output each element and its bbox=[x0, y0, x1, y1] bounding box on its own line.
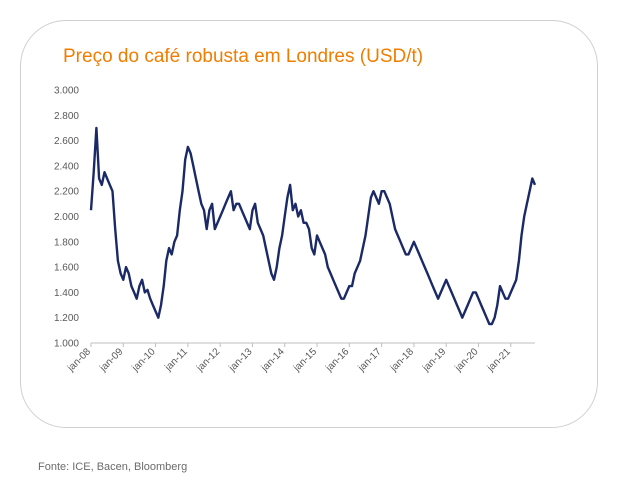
y-tick-label: 2.800 bbox=[54, 111, 79, 122]
chart-card bbox=[20, 20, 598, 428]
y-tick-label: 1.000 bbox=[54, 339, 79, 350]
y-axis: 3.000 2.800 2.600 2.400 2.200 2.000 1.800 1.600… bbox=[54, 86, 79, 350]
x-tick-label: jan-16 bbox=[323, 346, 351, 374]
x-tick-label: jan-21 bbox=[485, 346, 513, 374]
source-note: Fonte: ICE, Bacen, Bloomberg bbox=[38, 461, 188, 473]
y-tick-label: 1.600 bbox=[54, 263, 79, 274]
x-tick-label: jan-09 bbox=[97, 346, 125, 374]
x-tick-label: jan-18 bbox=[388, 346, 416, 374]
x-tick-label: jan-19 bbox=[420, 346, 448, 374]
x-tick-label: jan-14 bbox=[259, 346, 287, 374]
y-tick-label: 2.400 bbox=[54, 161, 79, 172]
y-tick-label: 1.200 bbox=[54, 313, 79, 324]
x-tick-label: jan-15 bbox=[291, 346, 319, 374]
y-tick-label: 1.800 bbox=[54, 237, 79, 248]
x-tick-label: jan-12 bbox=[194, 346, 222, 374]
y-tick-label: 2.200 bbox=[54, 187, 79, 198]
x-tick-label: jan-11 bbox=[162, 346, 190, 374]
x-tick-label: jan-10 bbox=[130, 346, 158, 374]
y-tick-label: 2.600 bbox=[54, 136, 79, 147]
chart-svg: 3.000 2.800 2.600 2.400 2.200 2.000 1.800 1.600… bbox=[54, 86, 537, 374]
x-tick-label: jan-20 bbox=[452, 346, 480, 374]
y-tick-label: 1.400 bbox=[54, 288, 79, 299]
x-tick-label: jan-08 bbox=[65, 346, 93, 374]
series-layer bbox=[89, 126, 537, 326]
y-tick-label: 3.000 bbox=[54, 86, 79, 97]
x-tick-label: jan-13 bbox=[226, 346, 254, 374]
chart-title: Preço do café robusta em Londres (USD/t) bbox=[63, 46, 424, 67]
price-series-line bbox=[89, 126, 537, 326]
x-axis: jan-08 jan-09 jan-10 jan-11 jan-12 jan-13 jan-… bbox=[65, 342, 535, 374]
x-tick-label: jan-17 bbox=[356, 346, 384, 374]
y-tick-label: 2.000 bbox=[54, 212, 79, 223]
